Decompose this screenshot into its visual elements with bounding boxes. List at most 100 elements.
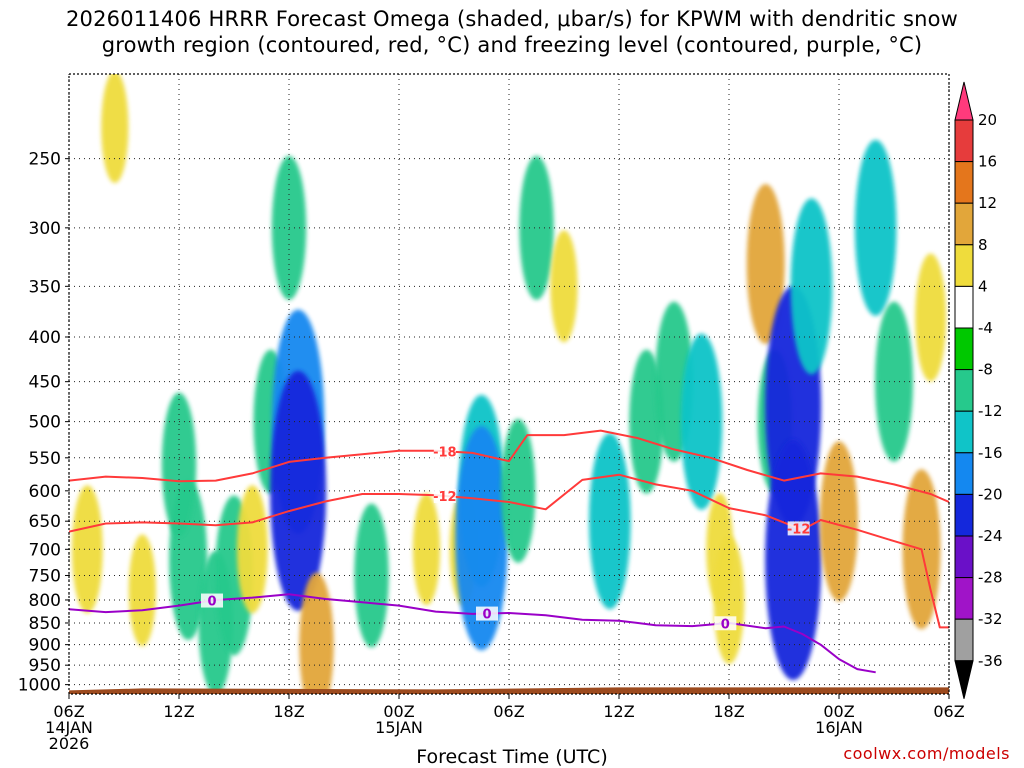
x-tick-label-36-0: 18Z	[713, 702, 744, 721]
omega-cell-14	[412, 493, 441, 606]
x-tick-label-42-1: 16JAN	[815, 718, 863, 737]
y-tick-label-450: 450	[29, 373, 61, 393]
colorbar-swatch-13	[954, 618, 974, 662]
x-tick-label-0-0: 06Z	[53, 702, 84, 721]
ground-surface	[69, 687, 949, 694]
colorbar-label-11: -28	[978, 569, 1003, 587]
y-tick-label-900: 900	[29, 636, 61, 656]
y-tick-label-500: 500	[29, 413, 61, 433]
colorbar-swatch-5	[954, 285, 974, 329]
colorbar-label-12: -32	[978, 610, 1003, 628]
x-tick-label-30-0: 12Z	[603, 702, 634, 721]
contour-label-bg-3	[476, 606, 498, 621]
colorbar-swatch-3	[954, 202, 974, 246]
colorbar-swatch-2	[954, 161, 974, 204]
contour-label-bg-4	[714, 616, 737, 631]
omega-cell-12	[299, 572, 334, 694]
omega-cell-2	[128, 534, 156, 647]
contour-label-2: 0	[207, 595, 216, 610]
omega-cell-17	[455, 426, 508, 651]
y-tick-label-250: 250	[29, 150, 61, 170]
colorbar-swatch-11	[954, 535, 974, 579]
omega-cell-27	[746, 183, 785, 344]
omega-cell-13	[354, 503, 389, 648]
omega-shading	[71, 74, 947, 694]
colorbar-label-9: -20	[978, 485, 1003, 503]
x-tick-label-0-1: 14JAN	[45, 718, 93, 737]
omega-cell-7	[236, 485, 268, 614]
x-tick-label-18-1: 15JAN	[375, 718, 423, 737]
x-tick-label-18-0: 00Z	[383, 702, 414, 721]
terrain-surface	[69, 687, 949, 694]
colorbar-swatch-8	[954, 410, 974, 454]
colorbar-label-0: 20	[978, 111, 997, 129]
x-tick-label-0-2: 2026	[49, 734, 90, 753]
colorbar-label-8: -16	[978, 444, 1003, 462]
x-tick-label-6-0: 12Z	[163, 702, 194, 721]
contour-label-0: -18	[433, 445, 457, 460]
contour-label-3: 0	[482, 608, 491, 623]
y-tick-label-1000: 1000	[18, 676, 61, 696]
contour-label-4: 0	[721, 617, 730, 632]
contour-label-bg-2	[201, 593, 223, 608]
x-tick-label-42-0: 00Z	[823, 702, 854, 721]
colorbar-swatch-7	[954, 369, 974, 412]
omega-cell-31	[790, 198, 833, 375]
chart-title: 2026011406 HRRR Forecast Omega (shaded, …	[0, 6, 1024, 58]
contour-label-5: -12	[787, 522, 811, 537]
colorbar-label-5: -4	[978, 319, 993, 337]
colorbar-swatch-6	[954, 327, 974, 371]
y-tick-label-600: 600	[29, 482, 61, 502]
x-tick-label-48-0: 06Z	[933, 702, 964, 721]
y-tick-label-550: 550	[29, 449, 61, 469]
y-tick-label-400: 400	[29, 328, 61, 348]
colorbar-label-2: 12	[978, 194, 997, 212]
chart-title-line-2: growth region (contoured, red, °C) and f…	[101, 33, 923, 57]
contour-label-bg-0	[433, 444, 456, 459]
colorbar-swatch-10	[954, 493, 974, 537]
omega-cell-30	[765, 439, 822, 680]
y-tick-label-650: 650	[29, 512, 61, 532]
colorbar-top-arrow	[954, 81, 974, 121]
colorbar-label-10: -24	[978, 527, 1003, 545]
omega-cell-33	[854, 139, 897, 316]
colorbar-label-7: -12	[978, 402, 1003, 420]
omega-cell-18	[500, 418, 536, 563]
site-credit[interactable]: coolwx.com/models	[843, 744, 1010, 763]
x-axis-title: Forecast Time (UTC)	[416, 746, 608, 768]
y-tick-label-350: 350	[29, 277, 61, 297]
y-tick-label-850: 850	[29, 614, 61, 634]
contour-label-bg-5	[787, 521, 810, 536]
y-tick-label-750: 750	[29, 566, 61, 586]
colorbar-label-13: -36	[978, 652, 1003, 670]
y-tick-label-700: 700	[29, 540, 61, 560]
x-tick-label-12-0: 18Z	[273, 702, 304, 721]
colorbar-label-6: -8	[978, 361, 993, 379]
contour-label-bg-1	[433, 489, 456, 504]
omega-cell-10	[270, 370, 327, 611]
colorbar-swatch-12	[954, 577, 974, 620]
colorbar-swatch-4	[954, 244, 974, 287]
colorbar-label-1: 16	[978, 153, 997, 171]
colorbar-swatch-1	[954, 119, 974, 163]
colorbar-swatch-9	[954, 452, 974, 495]
x-tick-label-24-0: 06Z	[493, 702, 524, 721]
contour-lines: -18 -12 0 0 0 -12	[69, 429, 949, 674]
y-tick-label-800: 800	[29, 591, 61, 611]
colorbar-bottom-arrow	[954, 660, 974, 699]
chart-title-line-1: 2026011406 HRRR Forecast Omega (shaded, …	[65, 7, 959, 31]
colorbar: 20 16 12 8 4 -4 -8 -12 -16 -20 -24 -28 -32 -36	[954, 81, 1003, 699]
axes: 2503003504004505005506006507007508008509…	[18, 73, 965, 753]
omega-cell-19	[519, 155, 554, 300]
omega-cell-0	[71, 485, 103, 614]
omega-cell-1	[101, 74, 129, 184]
contour-label-1: -12	[433, 490, 457, 505]
omega-cell-24	[680, 333, 723, 510]
contour-line-1	[69, 473, 949, 629]
colorbar-label-4: 4	[978, 277, 988, 295]
contour-line-0	[69, 429, 949, 503]
y-tick-label-950: 950	[29, 656, 61, 676]
omega-cell-36	[915, 253, 947, 382]
y-tick-label-300: 300	[29, 219, 61, 239]
colorbar-label-3: 8	[978, 236, 988, 254]
